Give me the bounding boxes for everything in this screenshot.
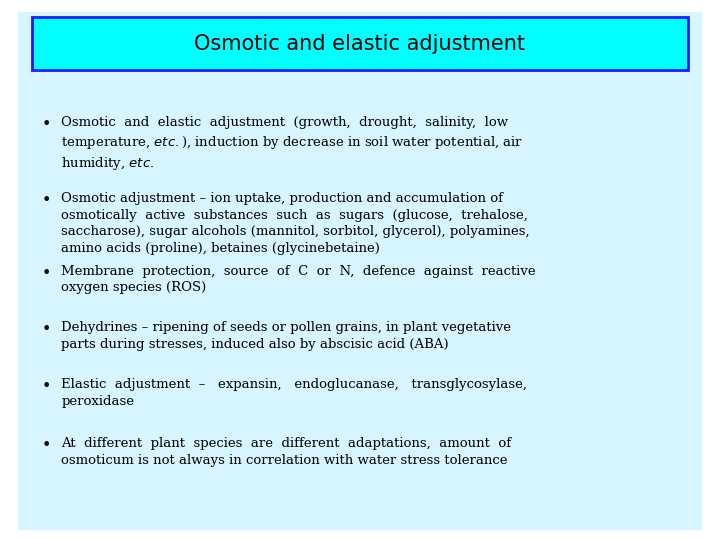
Text: Elastic  adjustment  –   expansin,   endoglucanase,   transglycosylase,
peroxida: Elastic adjustment – expansin, endogluca… [61, 378, 527, 408]
Text: Osmotic and elastic adjustment: Osmotic and elastic adjustment [194, 33, 526, 54]
Text: Dehydrines – ripening of seeds or pollen grains, in plant vegetative
parts durin: Dehydrines – ripening of seeds or pollen… [61, 321, 511, 351]
Text: At  different  plant  species  are  different  adaptations,  amount  of
osmoticu: At different plant species are different… [61, 437, 511, 467]
Text: Osmotic  and  elastic  adjustment  (growth,  drought,  salinity,  low
temperatur: Osmotic and elastic adjustment (growth, … [61, 116, 523, 172]
Text: Membrane  protection,  source  of  C  or  N,  defence  against  reactive
oxygen : Membrane protection, source of C or N, d… [61, 265, 536, 294]
Text: Osmotic adjustment – ion uptake, production and accumulation of
osmotically  act: Osmotic adjustment – ion uptake, product… [61, 192, 530, 255]
Text: •: • [42, 321, 51, 338]
FancyBboxPatch shape [32, 17, 688, 70]
Text: •: • [42, 265, 51, 281]
FancyBboxPatch shape [18, 12, 702, 530]
Text: •: • [42, 116, 51, 133]
Text: •: • [42, 192, 51, 208]
Text: •: • [42, 378, 51, 395]
Text: •: • [42, 437, 51, 454]
